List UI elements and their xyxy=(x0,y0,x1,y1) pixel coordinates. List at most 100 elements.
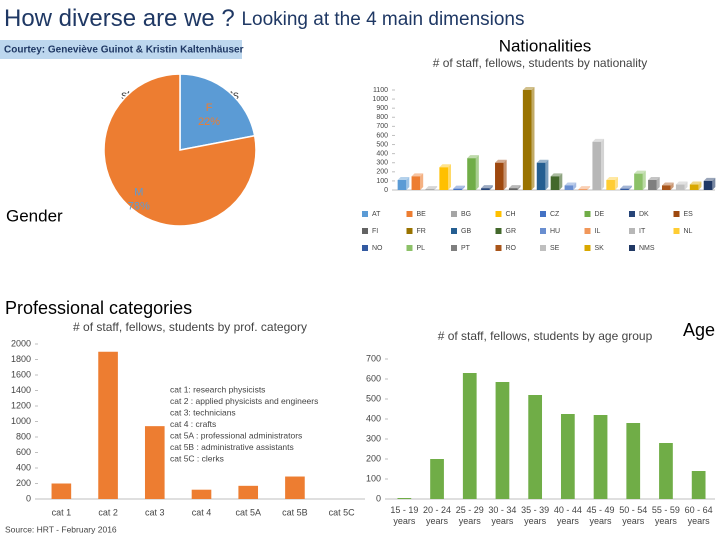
bar-top xyxy=(592,138,605,142)
legend-label: FI xyxy=(372,228,378,235)
bar-depth xyxy=(628,185,632,190)
chart-title: Professional categories xyxy=(5,298,192,318)
bar xyxy=(593,415,608,499)
legend-swatch xyxy=(584,245,591,251)
legend-swatch xyxy=(540,228,546,234)
y-tick-label: 1100 xyxy=(373,87,388,94)
y-tick-label: 400 xyxy=(376,150,388,157)
annotation: cat 5B : administrative assistants xyxy=(170,442,294,452)
legend-label: RO xyxy=(506,245,517,252)
y-tick-label: 200 xyxy=(376,169,388,176)
bar-top xyxy=(564,182,577,186)
x-tick-label: 30 - 34 years xyxy=(488,505,517,526)
bar xyxy=(144,426,165,499)
bar-top xyxy=(648,177,660,180)
bar xyxy=(495,382,510,499)
bar-top xyxy=(620,185,632,189)
legend-swatch xyxy=(495,245,502,251)
legend-label: BE xyxy=(417,211,427,218)
bar-depth xyxy=(531,87,535,190)
bar xyxy=(528,395,543,499)
bar xyxy=(508,188,518,190)
legend-swatch xyxy=(451,228,457,234)
pie-slice xyxy=(179,73,256,151)
y-tick-label: 400 xyxy=(366,413,381,423)
x-tick-label: 25 - 29 years xyxy=(455,505,484,526)
bar xyxy=(238,485,259,499)
y-tick-label: 0 xyxy=(26,493,31,503)
annotation: cat 3: technicians xyxy=(170,407,236,417)
annotation: cat 1: research physicists xyxy=(170,384,265,394)
bar xyxy=(659,443,673,499)
bar xyxy=(536,162,546,190)
x-tick-label: cat 2 xyxy=(98,507,118,517)
bar xyxy=(626,423,641,499)
x-tick-label: cat 5A xyxy=(235,507,261,517)
legend-label: IT xyxy=(639,228,646,235)
bar xyxy=(550,176,560,190)
title-sub: Looking at the 4 main dimensions xyxy=(241,9,524,30)
bar-depth xyxy=(712,177,716,190)
chart-subtitle: # of staff, fellows, students by prof. c… xyxy=(73,320,307,334)
legend-label: NMS xyxy=(639,245,655,252)
bar-depth xyxy=(503,159,507,190)
bar xyxy=(560,414,575,499)
slice-value: 22% xyxy=(198,116,220,128)
x-tick-label: 55 - 59 years xyxy=(651,505,680,526)
bar-depth xyxy=(684,181,688,190)
legend-swatch xyxy=(495,228,502,234)
bar-depth xyxy=(517,185,521,190)
legend-swatch xyxy=(451,211,457,217)
bar xyxy=(564,185,574,190)
legend-label: ES xyxy=(684,211,694,218)
y-tick-label: 800 xyxy=(376,114,388,121)
legend-label: GB xyxy=(461,228,471,235)
bar xyxy=(453,188,462,190)
x-tick-label: 60 - 64 years xyxy=(684,505,713,526)
legend-swatch xyxy=(451,245,457,251)
bar xyxy=(592,141,602,190)
legend-label: GR xyxy=(506,228,517,235)
source: Source: HRT - February 2016 xyxy=(5,524,117,534)
bar xyxy=(397,180,407,190)
y-tick-label: 600 xyxy=(376,132,388,139)
legend-swatch xyxy=(673,211,680,217)
bar-depth xyxy=(601,138,605,190)
slide-title: How diverse are we ? Looking at the 4 ma… xyxy=(4,5,525,32)
x-tick-label: cat 5B xyxy=(282,507,308,517)
y-tick-label: 200 xyxy=(366,453,381,463)
bar xyxy=(467,158,476,190)
bar-top xyxy=(439,164,452,168)
legend-swatch xyxy=(540,245,546,251)
x-tick-label: cat 1 xyxy=(52,507,72,517)
x-tick-label: cat 5C xyxy=(329,507,356,517)
legend-label: CH xyxy=(506,211,516,218)
bar xyxy=(620,188,629,190)
legend-swatch xyxy=(362,228,368,234)
chart-subtitle: # of staff, fellows, students by age gro… xyxy=(438,329,653,343)
y-tick-label: 1200 xyxy=(11,400,31,410)
legend-swatch xyxy=(362,245,368,251)
bar-depth xyxy=(573,182,577,190)
bar xyxy=(481,188,490,190)
annotation: cat 2 : applied physicists and engineers xyxy=(170,396,318,406)
bar xyxy=(689,184,699,190)
slice-value: 78% xyxy=(128,201,150,213)
annotation: cat 4 : crafts xyxy=(170,419,216,429)
bar xyxy=(522,90,532,190)
legend-swatch xyxy=(406,245,413,251)
y-tick-label: 400 xyxy=(16,462,31,472)
y-tick-label: 300 xyxy=(376,160,388,167)
bar xyxy=(703,180,713,190)
y-tick-label: 0 xyxy=(376,493,381,503)
legend-label: FR xyxy=(417,228,426,235)
bar xyxy=(634,173,643,190)
bar xyxy=(425,189,435,190)
slice-name: F xyxy=(206,102,213,114)
bar-depth xyxy=(614,177,618,190)
bar xyxy=(285,476,305,499)
pie-label: Gender xyxy=(6,206,63,225)
bar-top xyxy=(606,177,618,180)
bar-depth xyxy=(642,170,646,190)
